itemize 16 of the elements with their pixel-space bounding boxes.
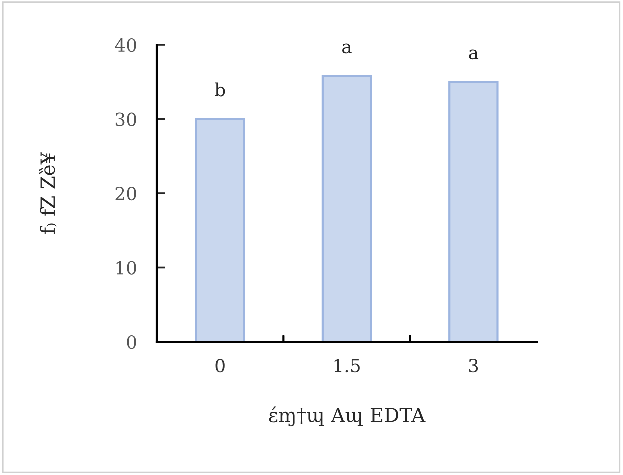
y-tick-label: 10 (116, 261, 136, 275)
bar (448, 81, 499, 342)
annotation: a (469, 50, 479, 60)
y-tick-label: 20 (116, 186, 136, 201)
y-tick-label: 0 (127, 335, 136, 350)
y-tick-label: 40 (115, 38, 136, 52)
bar (322, 75, 372, 342)
y-axis-title: f₎ fZ Zȅ¥ (39, 152, 57, 234)
x-tick-label: 1.5 (334, 358, 360, 373)
bar (195, 118, 246, 342)
y-tick-label: 30 (116, 112, 136, 126)
x-tick-label: 3 (469, 358, 478, 373)
annotation: b (215, 82, 226, 97)
annotation: a (342, 44, 352, 54)
x-axis-title: έɱ†ɰ Aɰ EDTA (269, 406, 426, 427)
x-tick-label: 0 (216, 358, 225, 373)
